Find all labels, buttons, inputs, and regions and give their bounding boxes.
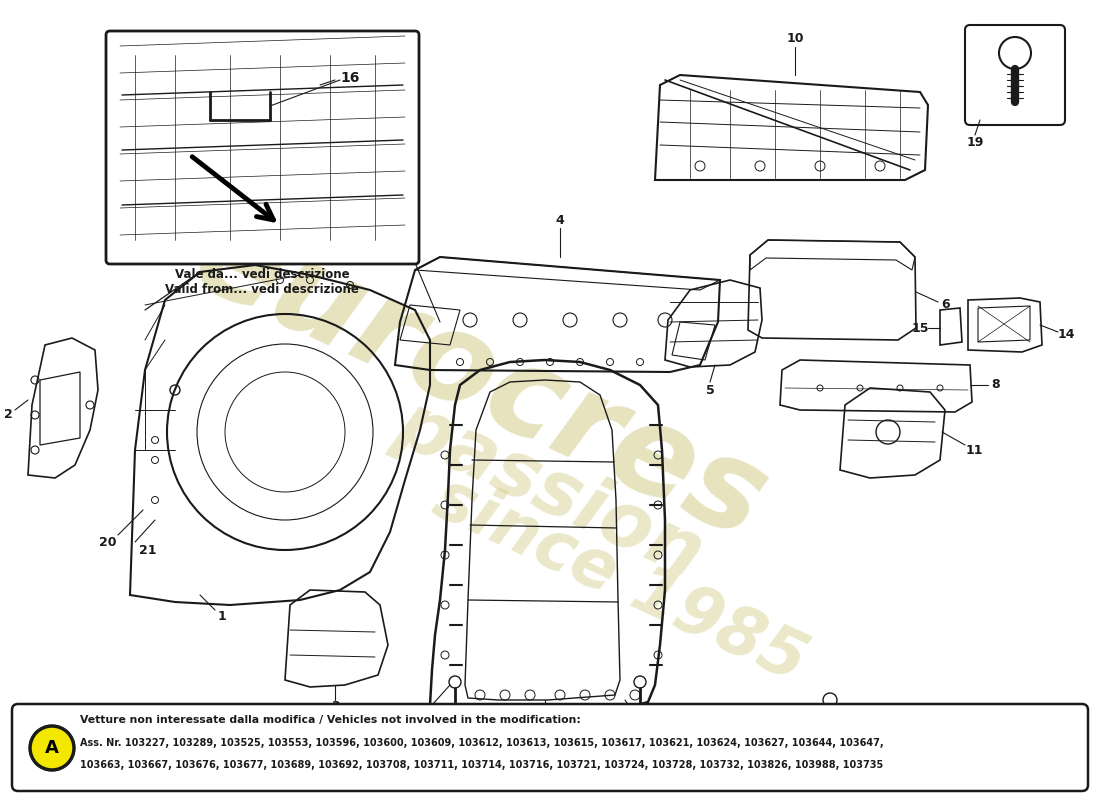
Text: 13: 13 <box>566 729 584 742</box>
Text: 103663, 103667, 103676, 103677, 103689, 103692, 103708, 103711, 103714, 103716, : 103663, 103667, 103676, 103677, 103689, … <box>80 760 883 770</box>
Text: 9: 9 <box>420 706 429 718</box>
Text: eurocres: eurocres <box>175 195 784 565</box>
Circle shape <box>30 726 74 770</box>
Text: 16: 16 <box>340 71 360 85</box>
Text: 21: 21 <box>140 543 156 557</box>
Text: 2: 2 <box>3 409 12 422</box>
Text: 14: 14 <box>1057 329 1075 342</box>
Text: Vale da... vedi descrizione
Valid from... vedi descrizione: Vale da... vedi descrizione Valid from..… <box>165 268 359 296</box>
FancyBboxPatch shape <box>12 704 1088 791</box>
Text: 8: 8 <box>992 378 1000 391</box>
Text: 19: 19 <box>966 137 983 150</box>
Text: Vetture non interessate dalla modifica / Vehicles not involved in the modificati: Vetture non interessate dalla modifica /… <box>80 715 581 725</box>
Text: Ass. Nr. 103227, 103289, 103525, 103553, 103596, 103600, 103609, 103612, 103613,: Ass. Nr. 103227, 103289, 103525, 103553,… <box>80 738 883 748</box>
Text: 10: 10 <box>786 31 804 45</box>
Text: 3: 3 <box>331 701 339 714</box>
Text: 1: 1 <box>218 610 227 623</box>
Text: since 1985: since 1985 <box>424 465 816 695</box>
Text: 15: 15 <box>911 322 928 334</box>
Text: 12: 12 <box>496 729 514 742</box>
Text: 18: 18 <box>639 723 657 737</box>
Text: A: A <box>45 739 59 757</box>
Text: 11: 11 <box>966 443 982 457</box>
Text: 6: 6 <box>942 298 950 311</box>
Text: 7: 7 <box>540 723 549 737</box>
FancyBboxPatch shape <box>965 25 1065 125</box>
Text: 17: 17 <box>854 718 871 731</box>
Text: 20: 20 <box>99 535 117 549</box>
Text: 5: 5 <box>705 383 714 397</box>
Text: passion: passion <box>385 386 715 594</box>
Text: 4: 4 <box>556 214 564 226</box>
FancyBboxPatch shape <box>106 31 419 264</box>
